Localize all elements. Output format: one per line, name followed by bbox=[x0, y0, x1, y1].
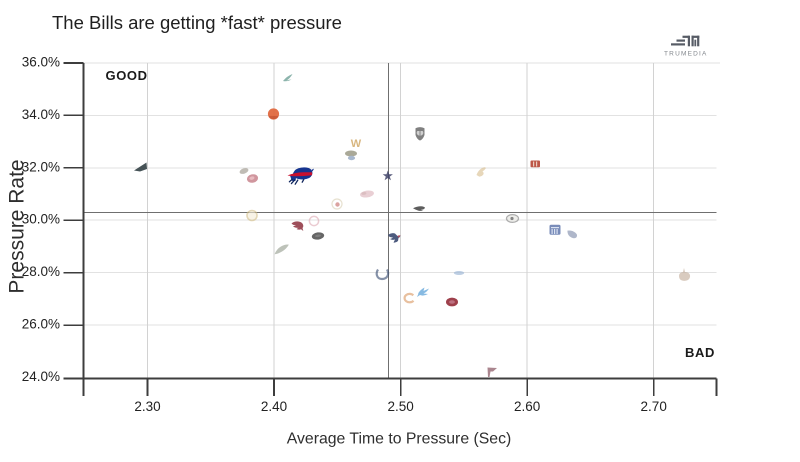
svg-text:26.0%: 26.0% bbox=[22, 317, 60, 332]
svg-text:2.40: 2.40 bbox=[261, 399, 287, 414]
svg-text:2.50: 2.50 bbox=[387, 399, 413, 414]
svg-text:The Bills are getting *fast* p: The Bills are getting *fast* pressure bbox=[52, 12, 342, 33]
svg-text:W: W bbox=[351, 138, 362, 150]
svg-text:BAD: BAD bbox=[685, 345, 715, 360]
svg-text:2.30: 2.30 bbox=[134, 399, 160, 414]
svg-text:2.60: 2.60 bbox=[514, 399, 540, 414]
svg-text:32.0%: 32.0% bbox=[22, 159, 60, 174]
svg-text:36.0%: 36.0% bbox=[22, 55, 60, 70]
svg-text:2.70: 2.70 bbox=[641, 399, 667, 414]
svg-text:28.0%: 28.0% bbox=[22, 264, 60, 279]
svg-text:24.0%: 24.0% bbox=[22, 369, 60, 384]
svg-text:GOOD: GOOD bbox=[106, 68, 148, 83]
svg-text:30.0%: 30.0% bbox=[22, 212, 60, 227]
svg-text:Pressure Rate: Pressure Rate bbox=[6, 159, 29, 293]
svg-text:34.0%: 34.0% bbox=[22, 107, 60, 122]
svg-text:TRUMEDIA: TRUMEDIA bbox=[664, 50, 708, 57]
svg-text:Average Time to Pressure (Sec): Average Time to Pressure (Sec) bbox=[287, 431, 511, 448]
